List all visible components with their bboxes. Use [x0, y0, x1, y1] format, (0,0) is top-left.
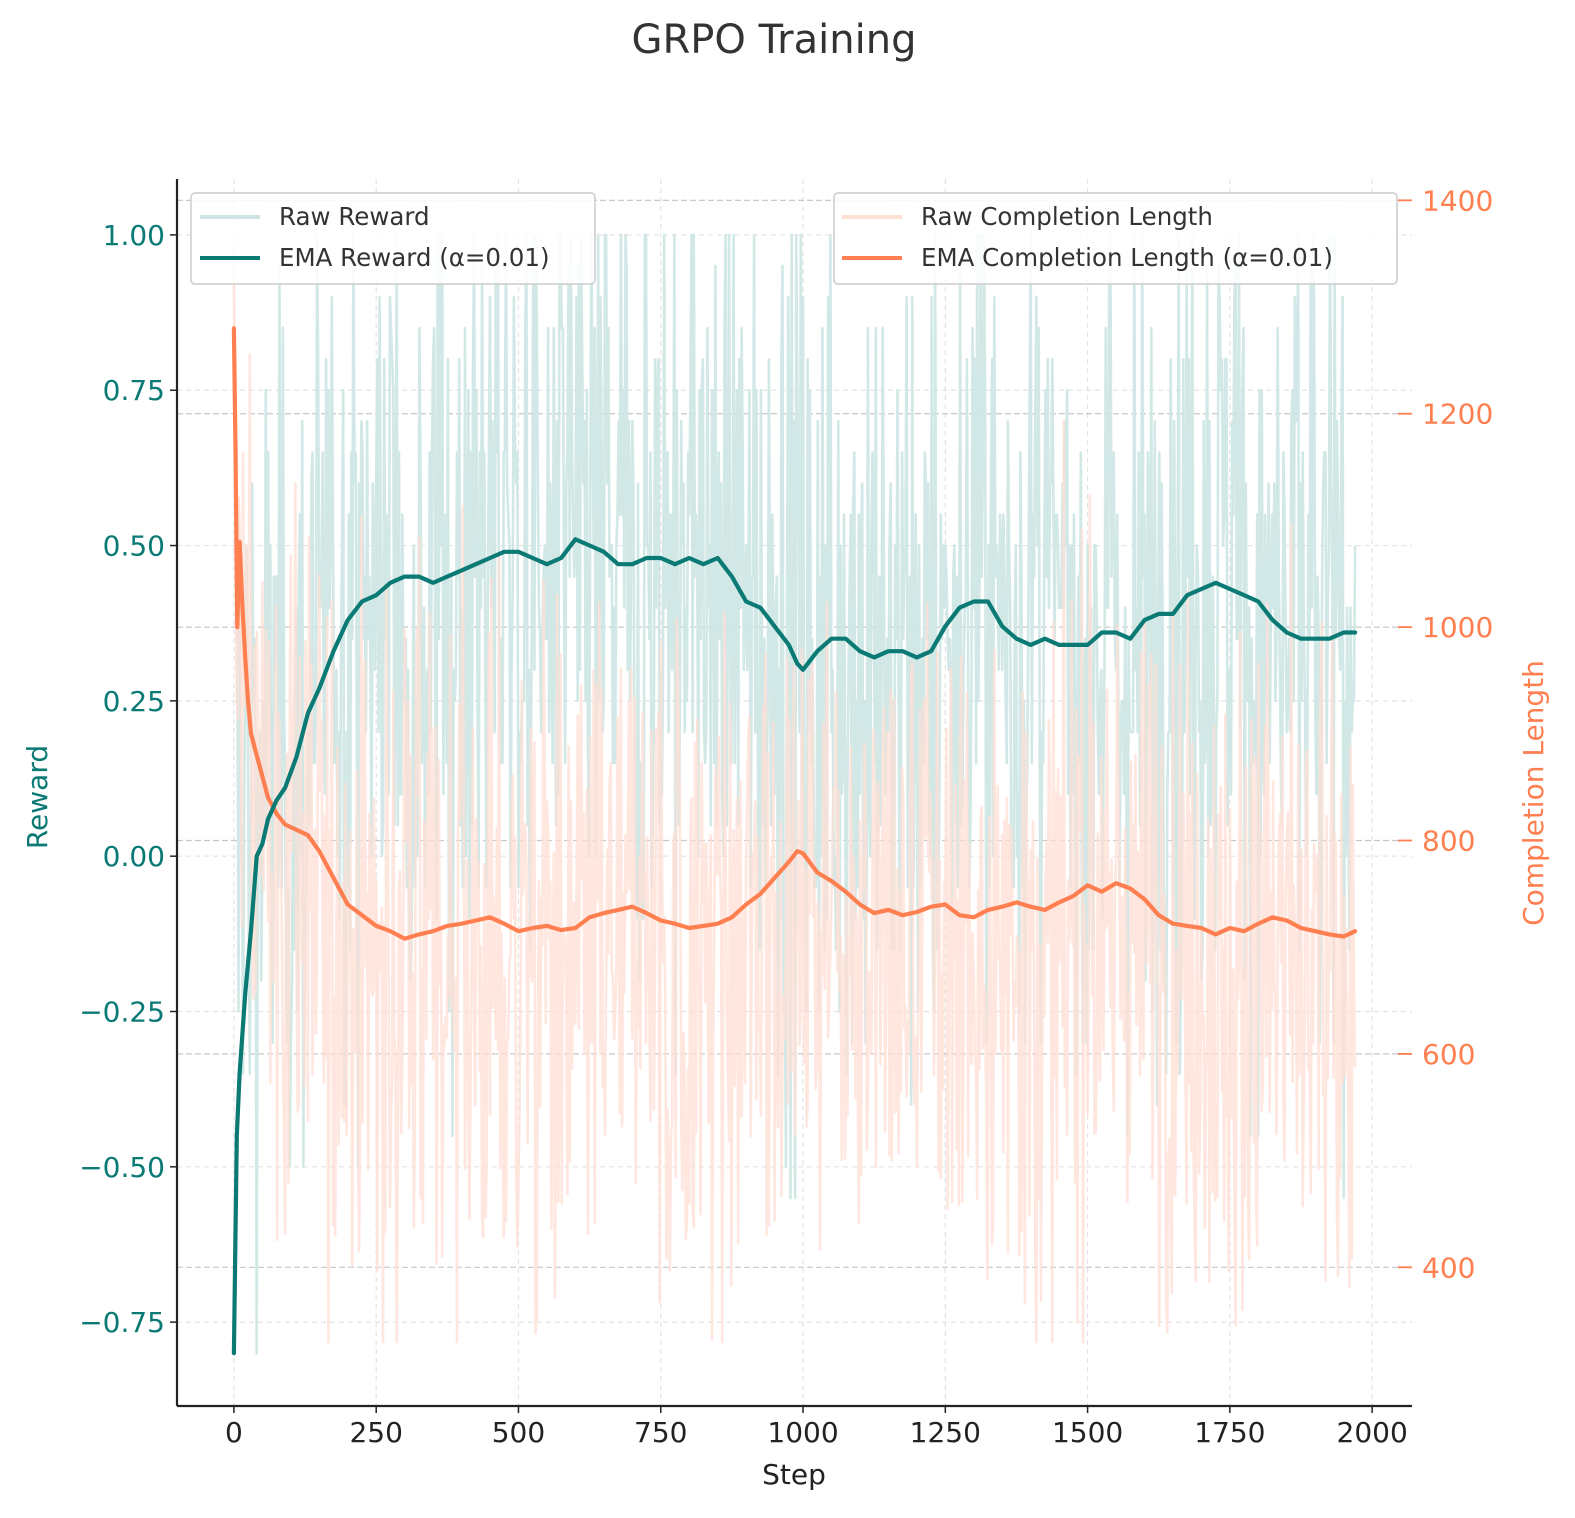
x-tick-label: 0: [225, 1416, 243, 1449]
y-left-tick-label: −0.50: [79, 1151, 165, 1184]
x-tick-label: 250: [349, 1416, 402, 1449]
y-left-tick-label: 0.00: [103, 840, 165, 873]
x-tick-label: 500: [492, 1416, 545, 1449]
y-right-tick-label: 1400: [1422, 184, 1493, 217]
legend-left: Raw Reward EMA Reward (α=0.01): [190, 192, 596, 285]
x-tick-label: 1500: [1052, 1416, 1123, 1449]
legend-left-frame: [190, 192, 596, 285]
x-axis-ticks: 0 250 500 750 1000 1250 1500 1750 2000: [225, 1406, 1408, 1449]
legend-ema-length-label: EMA Completion Length (α=0.01): [921, 243, 1333, 272]
ema-completion-length-line: [231, 326, 1358, 941]
y-right-tick-label: 800: [1422, 825, 1475, 858]
legend-raw-length-label: Raw Completion Length: [921, 202, 1213, 231]
raw-series-layer: [232, 233, 1357, 1355]
x-axis-label: Step: [762, 1458, 826, 1491]
left-y-axis-ticks: −0.75 −0.50 −0.25 0.00 0.25 0.50 0.75 1.00: [79, 219, 177, 1339]
legend-right-frame: [833, 192, 1398, 285]
x-tick-label: 1250: [910, 1416, 981, 1449]
y-left-tick-label: 0.75: [103, 374, 165, 407]
y-right-tick-label: 1200: [1422, 398, 1493, 431]
y-left-tick-label: −0.25: [79, 995, 165, 1028]
y-right-tick-label: 1000: [1422, 611, 1493, 644]
y-left-tick-label: 1.00: [103, 219, 165, 252]
ema-reward-line: [231, 537, 1358, 1356]
y-left-tick-label: −0.75: [79, 1306, 165, 1339]
y-left-tick-label: 0.25: [103, 685, 165, 718]
legend-raw-reward-label: Raw Reward: [279, 202, 430, 231]
y-right-tick-label: 400: [1422, 1251, 1475, 1284]
y-left-tick-label: 0.50: [103, 530, 165, 563]
chart-title: GRPO Training: [632, 17, 917, 63]
legend-right: Raw Completion Length EMA Completion Len…: [833, 192, 1398, 285]
ema-series-layer: [231, 326, 1358, 1356]
right-y-axis-ticks: 400 600 800 1000 1200 1400: [1398, 184, 1493, 1284]
left-y-axis-label: Reward: [21, 745, 54, 849]
legend-ema-reward-label: EMA Reward (α=0.01): [279, 243, 550, 272]
raw-completion-length-line: [232, 245, 1357, 1344]
right-y-axis-label: Completion Length: [1517, 660, 1550, 926]
x-tick-label: 1750: [1194, 1416, 1265, 1449]
x-tick-label: 1000: [767, 1416, 838, 1449]
y-right-tick-label: 600: [1422, 1038, 1475, 1071]
x-tick-label: 2000: [1337, 1416, 1408, 1449]
x-tick-label: 750: [634, 1416, 687, 1449]
